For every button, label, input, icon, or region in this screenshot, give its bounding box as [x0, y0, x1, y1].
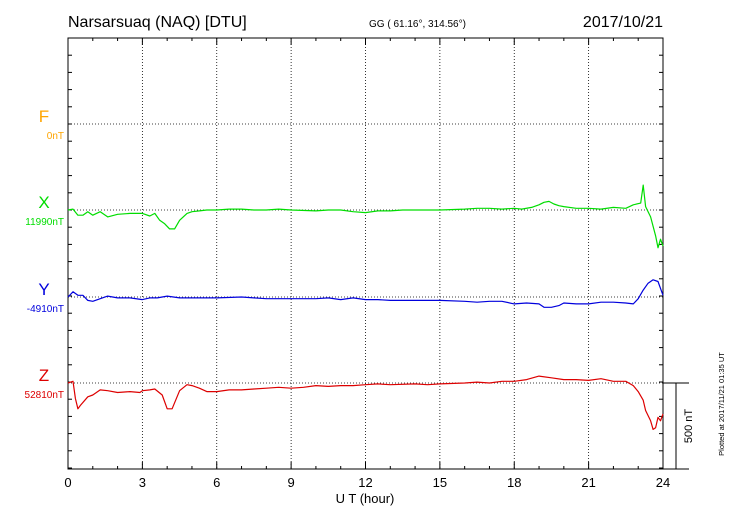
component-labels: F 0nT X 11990nT Y -4910nT Z 52810nT [25, 107, 64, 401]
component-label-f: F [39, 107, 49, 126]
series-line-x [67, 184, 664, 249]
baseline-value-f: 0nT [47, 131, 64, 142]
x-tick-label: 18 [507, 475, 521, 490]
x-tick-label: 12 [358, 475, 372, 490]
component-label-z: Z [39, 366, 49, 385]
axis-ticks [67, 37, 664, 469]
x-tick-label: 0 [64, 475, 71, 490]
baseline-value-x: 11990nT [25, 217, 64, 228]
x-tick-label: 6 [213, 475, 220, 490]
baseline-value-y: -4910nT [27, 304, 64, 315]
component-label-y: Y [38, 280, 49, 299]
chart-title: Narsarsuaq (NAQ) [DTU] [68, 14, 247, 31]
series-line-y [67, 279, 664, 308]
baseline-lines [68, 123, 663, 384]
component-label-x: X [38, 193, 49, 212]
x-tick-label: 9 [288, 475, 295, 490]
x-tick-label: 21 [581, 475, 595, 490]
x-tick-label: 3 [139, 475, 146, 490]
x-tick-label: 24 [656, 475, 670, 490]
plotted-timestamp: Plotted at 2017/11/21 01:35 UT [717, 352, 726, 456]
scale-bar: 500 nT [663, 382, 695, 470]
x-axis-title: U T (hour) [336, 491, 395, 506]
x-tick-label: 15 [433, 475, 447, 490]
scale-bar-label: 500 nT [683, 409, 695, 444]
coordinates-label: GG ( 61.16°, 314.56°) [369, 19, 466, 30]
date-label: 2017/10/21 [583, 14, 663, 31]
series-line-z [67, 375, 664, 430]
grid-lines [141, 38, 590, 469]
x-tick-labels: 0 3 6 9 12 15 18 21 24 [64, 475, 670, 490]
baseline-value-z: 52810nT [25, 390, 64, 401]
series-group [67, 184, 664, 430]
